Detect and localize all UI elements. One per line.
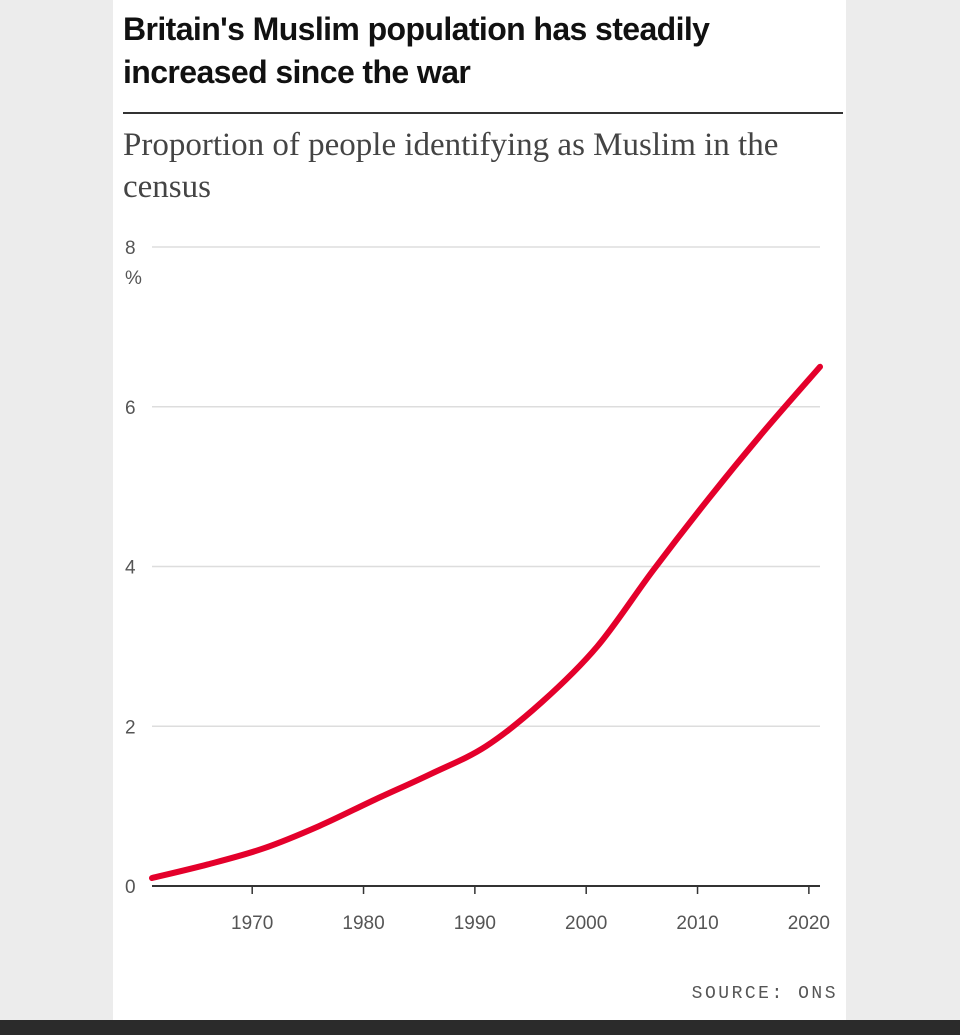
x-tick-label-2020: 2020 (788, 913, 830, 934)
x-axis-ticks: 1970 1980 1990 2000 2010 2020 (231, 886, 830, 934)
x-tick-label-1970: 1970 (231, 913, 273, 934)
x-tick-label-2000: 2000 (565, 913, 607, 934)
chart-subtitle: Proportion of people identifying as Musl… (123, 127, 779, 205)
title-divider (123, 112, 843, 114)
x-tick-label-1990: 1990 (454, 913, 496, 934)
gridlines (152, 246, 820, 727)
source-credit: SOURCE: ONS (691, 984, 838, 1004)
line-chart: 0 2 4 6 8 % 1970 1980 1990 2000 2010 2020 (125, 238, 830, 934)
chart-card: Britain's Muslim population has steadily… (113, 0, 846, 1020)
x-tick-label-2010: 2010 (676, 913, 718, 934)
y-tick-label-6: 6 (125, 398, 136, 419)
y-tick-label-8: 8 (125, 238, 136, 259)
series-line-0 (149, 363, 823, 882)
series-group (149, 363, 823, 882)
chart-title: Britain's Muslim population has steadily… (123, 11, 710, 90)
x-tick-label-1980: 1980 (342, 913, 384, 934)
bottom-bar (0, 1020, 960, 1035)
y-tick-label-0: 0 (125, 877, 136, 898)
y-axis-unit-label: % (125, 268, 142, 289)
y-axis-ticks: 0 2 4 6 8 (125, 238, 136, 898)
y-tick-label-2: 2 (125, 717, 136, 738)
y-tick-label-4: 4 (125, 558, 136, 579)
